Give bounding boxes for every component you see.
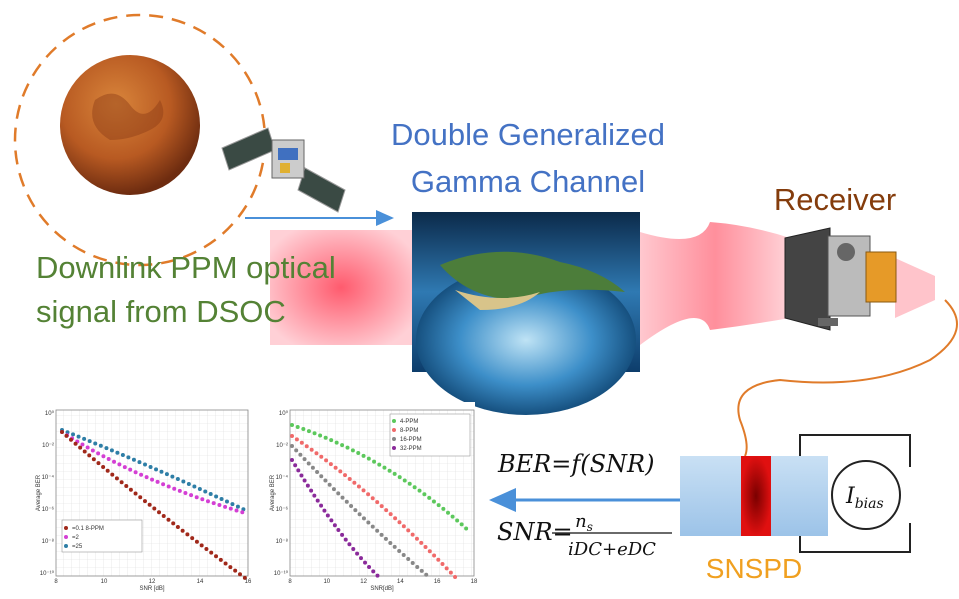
y-tick-label: 10⁻¹⁰ — [40, 570, 55, 577]
snr-denominator: iDC+eDC — [568, 539, 656, 560]
curve — [60, 430, 247, 515]
y-axis-label: Average BER — [270, 474, 276, 511]
source-label: signal from DSOC — [36, 294, 286, 329]
mars-surface — [92, 93, 164, 140]
y-tick-label: 10⁰ — [279, 410, 289, 417]
satellite — [221, 127, 346, 213]
legend-entry: 32-PPM — [400, 446, 422, 452]
circuit-wire — [799, 434, 911, 553]
snr-lhs: SNR= — [497, 518, 573, 546]
x-tick-label: 14 — [397, 579, 404, 585]
receiver-label: Receiver — [774, 182, 896, 217]
x-tick-label: 16 — [434, 579, 441, 585]
optical-beam — [895, 258, 935, 318]
legend — [389, 413, 471, 457]
x-tick-label: 16 — [245, 579, 252, 585]
receiver — [784, 227, 897, 331]
legend-marker — [64, 544, 68, 548]
numerator-symbol: n — [575, 511, 587, 532]
y-tick-label: 10⁻² — [276, 443, 288, 449]
fiber — [737, 299, 958, 457]
current-symbol: I — [845, 484, 856, 509]
legend — [61, 519, 143, 553]
plot: 8 10 12 14 16 10⁰ 10⁻² 10⁻⁴ 10⁻⁶ 10⁻⁸ 10⁻¹⁰ SNR [dB… — [32, 404, 252, 592]
curve — [290, 444, 432, 580]
legend-entry: 8-PPM — [400, 428, 418, 434]
legend-marker — [392, 446, 396, 450]
legend-marker — [392, 419, 396, 423]
y-tick-label: 10⁻⁴ — [276, 474, 289, 481]
y-tick-label: 10⁻¹⁰ — [274, 570, 289, 577]
numerator-subscript: s — [587, 520, 593, 534]
legend-entry: =0.1 8-PPM — [72, 526, 104, 532]
legend-marker — [64, 526, 68, 530]
detector-label: SNSPD — [706, 553, 802, 584]
x-tick-label: 12 — [149, 579, 156, 585]
x-tick-label: 10 — [101, 579, 108, 585]
x-tick-label: 8 — [54, 579, 58, 585]
x-axis-label: SNR [dB] — [139, 586, 164, 592]
legend-marker — [392, 437, 396, 441]
legend-marker — [64, 535, 68, 539]
curve — [60, 428, 247, 512]
x-tick-label: 8 — [288, 579, 292, 585]
x-tick-label: 14 — [197, 579, 204, 585]
y-tick-label: 10⁻⁶ — [276, 506, 289, 513]
legend-entry: =2 — [72, 535, 80, 541]
source-label: Downlink PPM optical — [36, 250, 336, 285]
current-source — [831, 460, 901, 530]
legend-entry: 4-PPM — [400, 419, 418, 425]
mars — [60, 55, 200, 195]
legend-entry: 16-PPM — [400, 437, 422, 443]
y-tick-label: 10⁻⁶ — [42, 506, 55, 513]
current-label: Ibias — [845, 484, 884, 512]
curve — [290, 423, 472, 534]
channel-title: Gamma Channel — [411, 164, 645, 199]
curve — [290, 458, 382, 580]
y-axis-label: Average BER — [36, 474, 42, 511]
y-tick-label: 10⁻² — [42, 443, 54, 449]
legend-entry: =25 — [72, 544, 83, 550]
x-tick-label: 12 — [360, 579, 367, 585]
curve — [290, 434, 458, 580]
earth — [412, 212, 640, 415]
optical-beam — [640, 222, 790, 345]
plot: 8 10 12 14 16 18 10⁰ 10⁻² 10⁻⁴ 10⁻⁶ 10⁻⁸ 10⁻¹⁰ SNR[d… — [270, 402, 478, 592]
y-tick-label: 10⁻⁸ — [276, 538, 289, 545]
ber-formula: BER=f(SNR) — [497, 450, 654, 478]
channel-title: Double Generalized — [391, 117, 665, 152]
y-tick-label: 10⁰ — [45, 410, 55, 417]
x-tick-label: 18 — [471, 579, 478, 585]
snr-numerator: ns — [575, 511, 593, 534]
curve — [60, 430, 247, 580]
nanowire — [741, 456, 771, 536]
y-tick-label: 10⁻⁴ — [42, 474, 55, 481]
current-subscript: bias — [855, 496, 884, 512]
x-tick-label: 10 — [323, 579, 330, 585]
optical-beam — [270, 230, 412, 345]
y-tick-label: 10⁻⁸ — [42, 538, 55, 545]
legend-marker — [392, 428, 396, 432]
x-axis-label: SNR[dB] — [370, 586, 394, 592]
